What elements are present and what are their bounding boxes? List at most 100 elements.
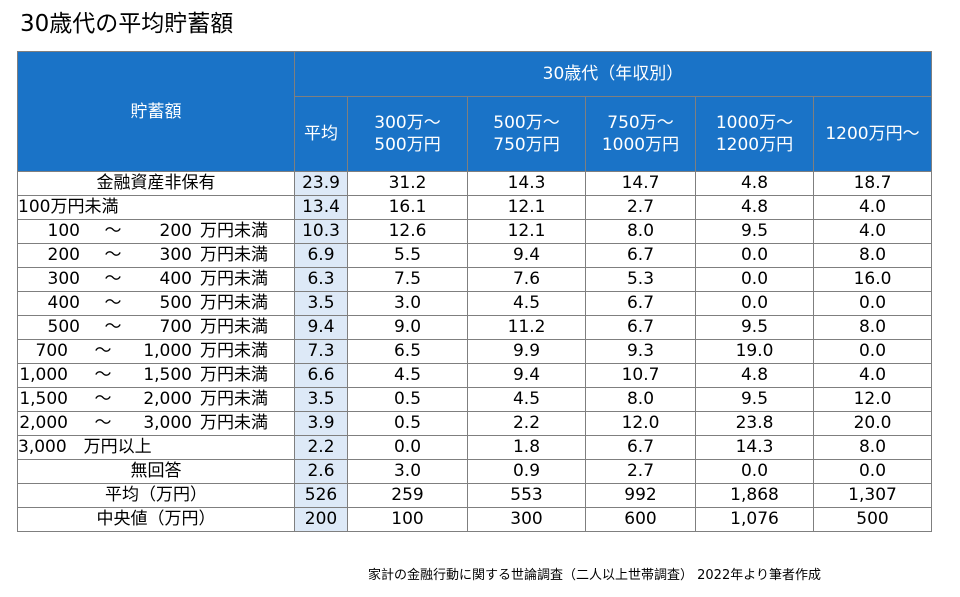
page-title: 30歳代の平均貯蓄額: [20, 11, 234, 37]
average-cell: 7.3: [294, 339, 348, 364]
value-cell: 0.9: [467, 459, 586, 484]
range-lower: 500: [47, 317, 80, 337]
column-header-line: 750万～: [607, 113, 674, 133]
value-cell: 0.0: [813, 459, 932, 484]
table-row: 無回答 2.6 3.0 0.9 2.7 0.0 0.0: [17, 459, 932, 484]
value-cell: 14.3: [467, 171, 586, 196]
row-label: 500 ～ 700 万円未満: [17, 315, 295, 340]
range-separator: ～: [104, 221, 122, 241]
table-row: 1,500 ～ 2,000 万円未満 3.5 0.5 4.5 8.0 9.5 12.0: [17, 387, 932, 412]
value-cell: 600: [585, 507, 696, 532]
column-header-line: 1000万～: [715, 113, 794, 133]
value-cell: 0.0: [695, 459, 814, 484]
value-cell: 992: [585, 483, 696, 508]
column-header-line: 1200万円～: [825, 124, 920, 144]
source-footnote: 家計の金融行動に関する世論調査（二人以上世帯調査） 2022年より筆者作成: [368, 568, 821, 583]
value-cell: 9.0: [347, 315, 468, 340]
value-cell: 12.0: [585, 411, 696, 436]
average-cell: 6.9: [294, 243, 348, 268]
value-cell: 0.5: [347, 387, 468, 412]
value-cell: 4.0: [813, 363, 932, 388]
range-upper: 3,000: [143, 413, 192, 433]
value-cell: 1,868: [695, 483, 814, 508]
row-header: 貯蓄額: [17, 51, 295, 172]
row-label: 400 ～ 500 万円未満: [17, 291, 295, 316]
range-lower: 100: [47, 221, 80, 241]
value-cell: 8.0: [813, 243, 932, 268]
range-unit: 万円未満: [200, 413, 268, 433]
value-cell: 12.6: [347, 219, 468, 244]
value-cell: 23.8: [695, 411, 814, 436]
value-cell: 8.0: [813, 435, 932, 460]
range-upper: 1,000: [143, 341, 192, 361]
value-cell: 19.0: [695, 339, 814, 364]
range-upper: 300: [159, 245, 192, 265]
value-cell: 4.0: [813, 219, 932, 244]
savings-table: 貯蓄額 30歳代（年収別） 平均 300万～ 500万円 500万～ 750万円 750万…: [17, 51, 932, 532]
value-cell: 9.9: [467, 339, 586, 364]
value-cell: 14.7: [585, 171, 696, 196]
range-upper: 2,000: [143, 389, 192, 409]
value-cell: 4.5: [467, 387, 586, 412]
range-upper: 200: [159, 221, 192, 241]
value-cell: 5.5: [347, 243, 468, 268]
average-cell: 3.5: [294, 291, 348, 316]
average-cell: 6.3: [294, 267, 348, 292]
value-cell: 259: [347, 483, 468, 508]
row-label: 2,000 ～ 3,000 万円未満: [17, 411, 295, 436]
range-unit: 万円未満: [200, 221, 268, 241]
range-separator: ～: [104, 317, 122, 337]
value-cell: 2.7: [585, 195, 696, 220]
value-cell: 500: [813, 507, 932, 532]
average-cell: 526: [294, 483, 348, 508]
range-lower: 1,000: [19, 365, 68, 385]
value-cell: 6.7: [585, 291, 696, 316]
value-cell: 10.7: [585, 363, 696, 388]
table-row: 平均（万円） 526 259 553 992 1,868 1,307: [17, 483, 932, 508]
range-separator: ～: [104, 269, 122, 289]
value-cell: 12.1: [467, 219, 586, 244]
value-cell: 9.5: [695, 387, 814, 412]
row-label: 1,000 ～ 1,500 万円未満: [17, 363, 295, 388]
value-cell: 4.0: [813, 195, 932, 220]
value-cell: 6.7: [585, 435, 696, 460]
table-row: 200 ～ 300 万円未満 6.9 5.5 9.4 6.7 0.0 8.0: [17, 243, 932, 268]
range-unit: 万円未満: [200, 341, 268, 361]
value-cell: 7.5: [347, 267, 468, 292]
column-header-line: 750万円: [493, 135, 560, 155]
average-cell: 3.9: [294, 411, 348, 436]
average-cell: 13.4: [294, 195, 348, 220]
value-cell: 3.0: [347, 291, 468, 316]
table-row: 100 ～ 200 万円未満 10.3 12.6 12.1 8.0 9.5 4.0: [17, 219, 932, 244]
table-row: 100万円未満 13.4 16.1 12.1 2.7 4.8 4.0: [17, 195, 932, 220]
row-label: 平均（万円）: [17, 483, 295, 508]
value-cell: 16.1: [347, 195, 468, 220]
average-cell: 23.9: [294, 171, 348, 196]
value-cell: 0.0: [347, 435, 468, 460]
column-header-income-bracket: 750万～ 1000万円: [585, 96, 696, 172]
range-lower: 300: [47, 269, 80, 289]
column-header-average: 平均: [294, 96, 348, 172]
value-cell: 1,076: [695, 507, 814, 532]
value-cell: 4.8: [695, 171, 814, 196]
range-unit: 万円未満: [200, 269, 268, 289]
value-cell: 20.0: [813, 411, 932, 436]
row-label: 200 ～ 300 万円未満: [17, 243, 295, 268]
range-separator: ～: [104, 245, 122, 265]
column-header-income-bracket: 1200万円～: [813, 96, 932, 172]
value-cell: 2.2: [467, 411, 586, 436]
value-cell: 14.3: [695, 435, 814, 460]
value-cell: 4.8: [695, 195, 814, 220]
range-separator: ～: [94, 389, 112, 409]
range-lower: 700: [35, 341, 68, 361]
value-cell: 7.6: [467, 267, 586, 292]
row-label: 700 ～ 1,000 万円未満: [17, 339, 295, 364]
value-cell: 4.5: [347, 363, 468, 388]
range-separator: ～: [94, 341, 112, 361]
value-cell: 12.0: [813, 387, 932, 412]
column-header-line: 平均: [304, 124, 338, 144]
value-cell: 553: [467, 483, 586, 508]
average-cell: 2.6: [294, 459, 348, 484]
value-cell: 5.3: [585, 267, 696, 292]
range-unit: 万円未満: [200, 293, 268, 313]
